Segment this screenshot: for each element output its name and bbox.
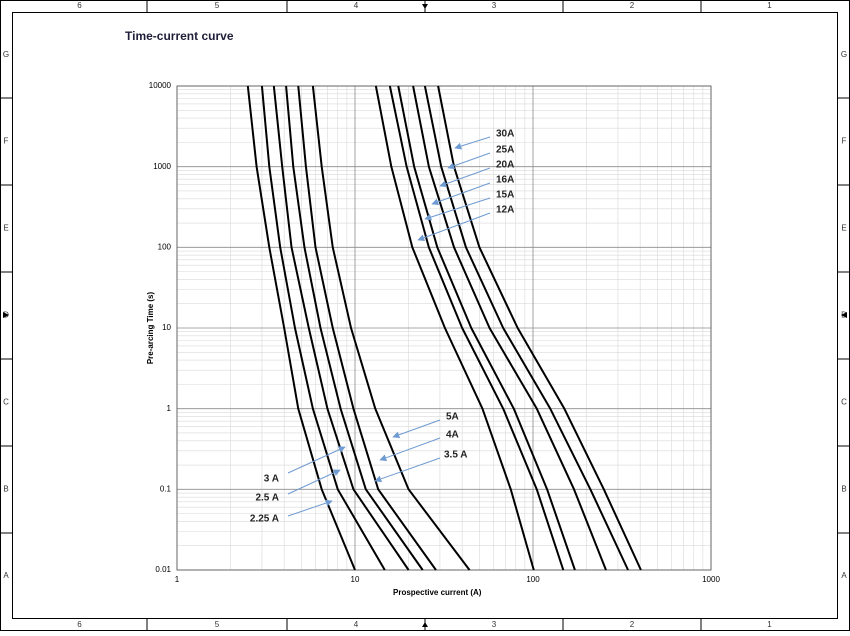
x-tick-label: 1000 — [702, 575, 720, 584]
plot: 1 10 100 1000 0.01 0.1 1 10 100 1000 10000 2.25 A 2.… — [149, 81, 721, 584]
zone-row-label: G — [3, 50, 9, 59]
series-label: 20A — [496, 160, 514, 171]
curve — [246, 85, 356, 571]
y-tick-label: 10000 — [149, 81, 172, 90]
zone-column-label: 3 — [492, 620, 497, 629]
series-label: 3.5 A — [444, 450, 468, 461]
curve — [260, 85, 386, 571]
zone-column-label: 5 — [215, 1, 220, 10]
zone-row-label: F — [4, 137, 9, 146]
callout-arrow — [287, 469, 341, 495]
callout-arrow — [447, 152, 491, 170]
zone-row-label: G — [841, 50, 847, 59]
curve — [285, 85, 424, 571]
y-tick-label: 0.01 — [155, 565, 171, 574]
y-tick-label: 0.1 — [160, 484, 172, 493]
inner-border — [12, 12, 838, 619]
series-label: 4A — [446, 430, 459, 441]
zone-row-label: A — [3, 571, 9, 580]
zone-column-label: 2 — [630, 1, 635, 10]
zone-column-label: 2 — [630, 620, 635, 629]
zone-column-label: 3 — [492, 1, 497, 10]
y-tick-label: 1000 — [153, 162, 171, 171]
series-label: 12A — [496, 205, 514, 216]
callout-arrow — [287, 499, 333, 517]
zone-column-label: 6 — [77, 1, 82, 10]
callout-arrow — [417, 212, 491, 242]
series-label: 25A — [496, 145, 514, 156]
curve — [311, 85, 471, 571]
y-axis-label: Pre-arcing Time (s) — [146, 292, 155, 365]
curve — [297, 85, 437, 571]
series-label: 5A — [446, 412, 459, 423]
zone-row-label: F — [842, 137, 847, 146]
curve — [412, 85, 607, 571]
curve — [397, 85, 576, 571]
chart-title: Time-current curve — [125, 29, 234, 43]
callout-arrow — [431, 182, 491, 206]
zone-row-label: B — [3, 485, 8, 494]
zone-row-label: A — [841, 571, 847, 580]
x-tick-label: 100 — [526, 575, 540, 584]
series-label: 2.5 A — [255, 493, 279, 504]
callout-arrow — [374, 457, 441, 483]
callout-arrow — [379, 437, 441, 462]
x-axis-label: Prospective current (A) — [393, 588, 482, 597]
series-label: 30A — [496, 129, 514, 140]
x-tick-label: 10 — [351, 575, 360, 584]
plot-border — [176, 85, 712, 571]
zone-column-label: 4 — [354, 1, 359, 10]
zone-row-label: C — [3, 398, 9, 407]
y-tick-label: 10 — [162, 323, 171, 332]
series-label: 3 A — [264, 474, 279, 485]
zone-row-label: E — [841, 224, 846, 233]
curve — [374, 85, 535, 571]
callout-arrow — [424, 197, 491, 221]
zone-column-label: 1 — [767, 620, 772, 629]
curve — [388, 85, 565, 571]
callout-arrow — [392, 419, 441, 439]
series-label: 15A — [496, 190, 514, 201]
zone-row-label: E — [3, 224, 8, 233]
x-tick-label: 1 — [175, 575, 180, 584]
zone-row-label: B — [841, 485, 846, 494]
callout-arrow — [439, 167, 491, 188]
zone-column-label: 5 — [215, 620, 220, 629]
curve — [272, 85, 410, 571]
zone-column-label: 6 — [77, 620, 82, 629]
callout-arrow — [287, 446, 346, 474]
callout-arrow — [454, 136, 491, 150]
zone-row-label: C — [841, 398, 847, 407]
zone-column-label: 4 — [354, 620, 359, 629]
series-label: 2.25 A — [250, 514, 279, 525]
y-tick-label: 100 — [158, 242, 172, 251]
curve — [423, 85, 629, 571]
y-tick-label: 1 — [167, 404, 172, 413]
zone-column-label: 1 — [767, 1, 772, 10]
series-label: 16A — [496, 175, 514, 186]
